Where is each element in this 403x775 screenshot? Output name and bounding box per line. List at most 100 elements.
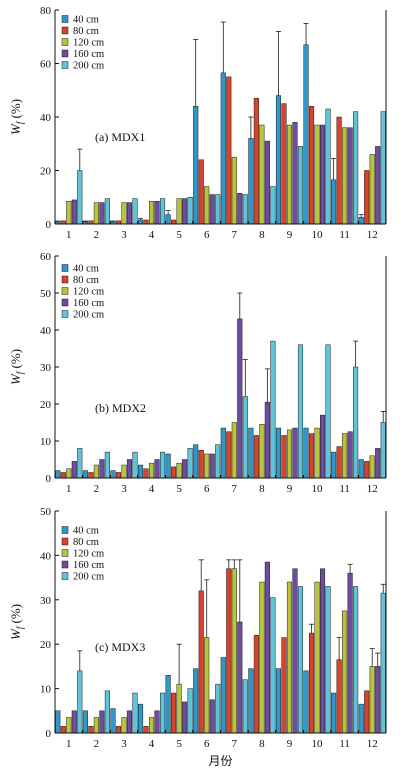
legend-swatch: [61, 560, 69, 569]
bar-p1-120cm-m12: [369, 154, 375, 225]
bar-p3-40cm-m12: [358, 703, 364, 734]
bar-p3-160cm-m8: [264, 561, 270, 734]
bar-p3-200cm-m4: [159, 692, 166, 734]
bar-p2-200cm-m10: [325, 344, 331, 479]
bar-p1-200cm-m4: [159, 198, 166, 225]
bar-p2-200cm-m7: [242, 396, 248, 479]
x-tick-label: 5: [176, 483, 182, 495]
x-tick-label: 2: [94, 738, 100, 750]
x-axis-label: 月份: [208, 754, 232, 768]
bar-p3-160cm-m12: [375, 666, 381, 734]
legend-swatch: [61, 275, 69, 284]
x-tick-label: 12: [367, 483, 378, 495]
legend-label: 40 cm: [73, 15, 99, 26]
bar-p3-40cm-m8: [248, 668, 254, 734]
bar-p3-40cm-m6: [193, 668, 199, 734]
bar-p2-40cm-m7: [220, 427, 226, 479]
bar-p2-160cm-m10: [319, 414, 326, 479]
legend-label: 80 cm: [73, 275, 99, 286]
bar-p2-80cm-m10: [308, 433, 315, 479]
y-tick-label: 60: [40, 59, 52, 71]
x-tick-label: 10: [312, 229, 324, 241]
bar-p1-160cm-m3: [126, 202, 133, 225]
x-tick-label: 7: [232, 483, 238, 495]
bar-p1-80cm-m5: [171, 219, 177, 225]
bar-p2-200cm-m12: [380, 422, 386, 479]
bar-p2-40cm-m9: [275, 427, 282, 479]
legend-swatch: [61, 264, 69, 272]
bar-p3-40cm-m10: [303, 670, 309, 734]
bar-p3-160cm-m5: [182, 701, 188, 734]
y-axis-label: Wf (%): [8, 349, 25, 385]
y-axis-label: Wf (%): [8, 604, 25, 640]
x-tick-label: 6: [204, 738, 210, 750]
bar-p2-80cm-m3: [115, 472, 122, 479]
legend-swatch: [61, 61, 69, 69]
bar-p1-160cm-m5: [182, 198, 188, 225]
bar-p1-160cm-m10: [319, 124, 326, 225]
bar-p1-200cm-m8: [270, 186, 276, 225]
bar-p1-200cm-m10: [325, 108, 331, 225]
bar-p3-160cm-m2: [99, 710, 105, 734]
x-tick-label: 2: [94, 483, 100, 495]
x-tick-label: 12: [367, 229, 378, 241]
legend-label: 200 cm: [73, 310, 104, 321]
bar-p3-120cm-m12: [369, 666, 375, 734]
bar-p1-120cm-m1: [66, 201, 72, 225]
legend-swatch: [61, 287, 69, 295]
bar-p2-160cm-m1: [71, 461, 77, 479]
y-tick-label: 50: [40, 288, 52, 300]
x-tick-label: 1: [66, 738, 72, 750]
legend-label: 200 cm: [73, 572, 104, 583]
bar-p3-40cm-m1: [55, 710, 61, 734]
bar-p1-80cm-m7: [226, 76, 232, 225]
y-tick-label: 40: [40, 550, 52, 562]
bar-p2-200cm-m3: [132, 451, 138, 479]
x-tick-label: 3: [121, 483, 127, 495]
bar-p3-200cm-m3: [132, 692, 138, 734]
bar-p1-120cm-m7: [231, 156, 237, 225]
bar-p3-80cm-m6: [198, 590, 204, 734]
bar-p1-40cm-m10: [303, 44, 309, 225]
legend-label: 120 cm: [73, 549, 104, 560]
bar-p1-200cm-m1: [77, 170, 83, 225]
bar-p3-80cm-m2: [88, 726, 94, 734]
bar-p2-80cm-m8: [253, 435, 259, 479]
bar-p3-120cm-m6: [204, 637, 210, 734]
y-tick-label: 0: [46, 728, 52, 740]
bar-p3-80cm-m7: [226, 568, 232, 734]
bar-p3-200cm-m8: [270, 597, 276, 734]
bar-p3-80cm-m8: [253, 635, 259, 734]
bar-p3-120cm-m1: [66, 717, 72, 734]
bar-p2-80cm-m5: [171, 466, 177, 479]
bar-p3-40cm-m9: [275, 668, 282, 734]
bar-p1-80cm-m11: [336, 116, 342, 225]
x-tick-label: 8: [259, 483, 265, 495]
bar-p1-40cm-m9: [275, 95, 282, 225]
x-tick-label: 9: [287, 229, 293, 241]
x-tick-label: 9: [287, 483, 293, 495]
legend-swatch: [61, 38, 69, 46]
x-tick-label: 2: [94, 229, 100, 241]
bar-p3-40cm-m2: [82, 710, 88, 734]
bar-p1-200cm-m5: [187, 197, 193, 225]
bar-p1-160cm-m12: [375, 146, 381, 225]
bar-p3-120cm-m2: [93, 717, 99, 734]
legend-label: 160 cm: [73, 49, 104, 60]
bar-p2-120cm-m6: [204, 453, 210, 479]
y-tick-label: 10: [40, 436, 52, 448]
bar-p2-80cm-m7: [226, 431, 232, 479]
bar-p3-120cm-m8: [259, 581, 265, 734]
bar-p1-40cm-m7: [220, 72, 226, 225]
bar-p2-160cm-m3: [126, 459, 133, 479]
bar-p1-160cm-m7: [237, 192, 243, 225]
bar-p1-160cm-m6: [209, 194, 215, 225]
bar-p3-160cm-m6: [209, 699, 215, 734]
bar-p2-80cm-m12: [364, 461, 370, 479]
bar-p2-40cm-m10: [303, 427, 309, 479]
bar-p3-120cm-m9: [286, 581, 293, 734]
x-tick-label: 10: [312, 738, 324, 750]
bar-p2-120cm-m5: [176, 462, 182, 479]
bar-p1-200cm-m3: [132, 198, 138, 225]
